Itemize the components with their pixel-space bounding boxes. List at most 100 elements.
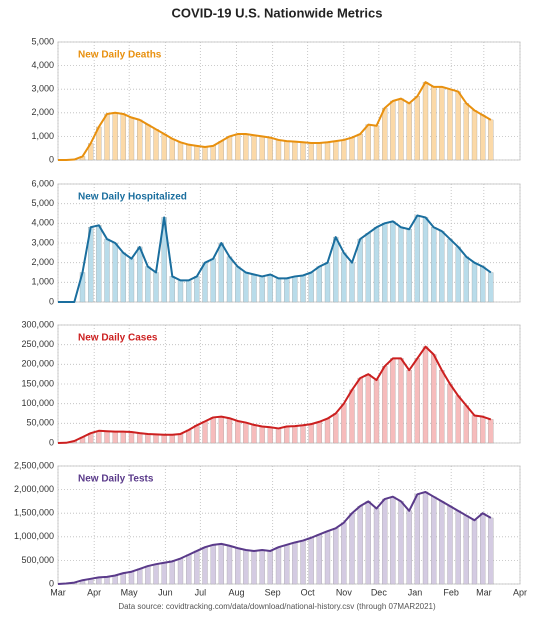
- x-tick-label: Jun: [158, 587, 173, 597]
- bar: [137, 569, 142, 584]
- bar: [350, 263, 355, 302]
- bar: [276, 278, 281, 302]
- bar: [235, 421, 240, 443]
- bar: [431, 355, 436, 444]
- bar: [211, 545, 216, 584]
- bar: [260, 136, 265, 160]
- bar: [276, 140, 281, 160]
- bar: [162, 134, 167, 160]
- bar: [203, 147, 208, 160]
- y-tick-label: 1,000: [31, 277, 54, 287]
- bar: [113, 113, 118, 160]
- bar: [399, 227, 404, 302]
- y-tick-label: 1,000,000: [14, 531, 54, 541]
- bar: [268, 274, 273, 302]
- bar: [480, 115, 485, 160]
- bar: [415, 358, 420, 443]
- y-tick-label: 2,500,000: [14, 460, 54, 470]
- bar: [488, 518, 493, 584]
- bar: [488, 120, 493, 160]
- y-tick-label: 5,000: [31, 36, 54, 46]
- bar: [439, 87, 444, 160]
- bar: [227, 546, 232, 584]
- bar: [260, 550, 265, 584]
- bar: [309, 273, 314, 303]
- bar: [252, 274, 257, 302]
- bar: [178, 434, 183, 443]
- bar: [235, 267, 240, 302]
- bar: [333, 528, 338, 584]
- bar: [211, 417, 216, 443]
- bar: [480, 417, 485, 443]
- bar: [341, 140, 346, 160]
- bar: [423, 217, 428, 302]
- panel-title: New Daily Cases: [78, 333, 158, 344]
- x-tick-label: Feb: [443, 587, 459, 597]
- y-tick-label: 100,000: [21, 398, 54, 408]
- y-tick-label: 6,000: [31, 178, 54, 188]
- bar: [113, 432, 118, 443]
- bar: [284, 278, 289, 302]
- bar: [333, 414, 338, 444]
- bar: [268, 551, 273, 584]
- bar: [309, 424, 314, 443]
- bar: [243, 134, 248, 160]
- bar: [154, 129, 159, 160]
- bar: [382, 499, 387, 584]
- bar: [105, 114, 110, 160]
- bar: [292, 542, 297, 584]
- bar: [96, 431, 101, 443]
- bar: [284, 141, 289, 160]
- y-tick-label: 1,000: [31, 131, 54, 141]
- bar: [145, 434, 150, 443]
- y-tick-label: 5,000: [31, 198, 54, 208]
- bar: [301, 275, 306, 302]
- bar: [170, 139, 175, 160]
- x-tick-label: Dec: [371, 587, 388, 597]
- bar: [448, 239, 453, 302]
- x-tick-label: Mar: [476, 587, 492, 597]
- y-tick-label: 0: [49, 437, 54, 447]
- bar: [194, 425, 199, 443]
- bar: [390, 221, 395, 302]
- bar: [186, 280, 191, 302]
- bar: [186, 555, 191, 584]
- bar: [129, 432, 134, 443]
- bar: [105, 431, 110, 443]
- bar: [464, 103, 469, 160]
- bar: [448, 506, 453, 584]
- bar: [325, 142, 330, 160]
- bar: [260, 276, 265, 302]
- bar: [162, 563, 167, 584]
- bar: [439, 501, 444, 584]
- bar: [170, 561, 175, 584]
- y-tick-label: 2,000: [31, 257, 54, 267]
- bar: [211, 259, 216, 302]
- y-tick-label: 150,000: [21, 378, 54, 388]
- bar: [203, 547, 208, 584]
- bar: [423, 492, 428, 584]
- y-tick-label: 4,000: [31, 60, 54, 70]
- bar: [194, 146, 199, 160]
- bar: [154, 564, 159, 584]
- bar: [382, 108, 387, 160]
- bar: [178, 280, 183, 302]
- bar: [243, 550, 248, 584]
- bar: [423, 347, 428, 443]
- panel-title: New Daily Deaths: [78, 50, 162, 61]
- source-note: Data source: covidtracking.com/data/down…: [118, 602, 436, 611]
- bar: [194, 276, 199, 302]
- x-tick-label: Aug: [228, 587, 244, 597]
- bar: [448, 89, 453, 160]
- panel-title: New Daily Tests: [78, 474, 154, 485]
- bar: [137, 247, 142, 302]
- bar: [170, 276, 175, 302]
- bar: [178, 559, 183, 584]
- bar: [145, 125, 150, 160]
- x-tick-label: Jan: [408, 587, 423, 597]
- bar: [488, 419, 493, 443]
- bar: [129, 572, 134, 584]
- bar: [317, 534, 322, 584]
- bar: [154, 434, 159, 443]
- y-tick-label: 200,000: [21, 359, 54, 369]
